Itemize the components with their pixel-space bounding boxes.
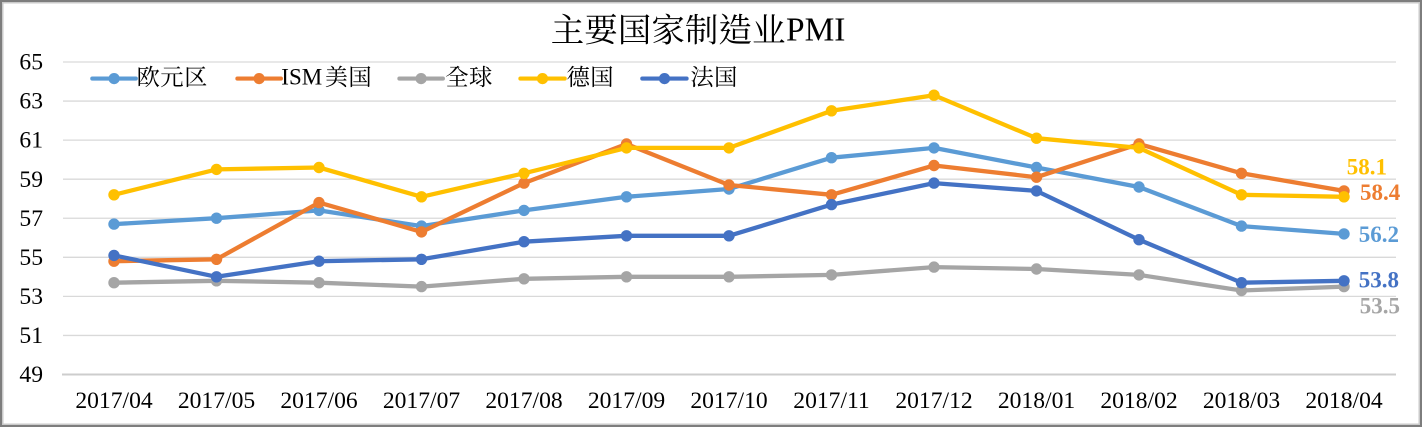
svg-text:63: 63 xyxy=(19,89,43,115)
svg-text:61: 61 xyxy=(19,128,43,154)
svg-text:49: 49 xyxy=(19,362,43,388)
svg-text:53: 53 xyxy=(19,284,43,310)
svg-text:2017/07: 2017/07 xyxy=(383,388,461,414)
svg-text:2018/02: 2018/02 xyxy=(1100,388,1177,414)
svg-text:2017/06: 2017/06 xyxy=(280,388,358,414)
svg-text:2017/04: 2017/04 xyxy=(75,388,153,414)
svg-text:59: 59 xyxy=(19,167,43,193)
svg-text:2017/08: 2017/08 xyxy=(485,388,562,414)
svg-text:58.1: 58.1 xyxy=(1347,155,1387,180)
svg-text:55: 55 xyxy=(19,245,43,271)
svg-text:ISM: ISM xyxy=(281,65,322,90)
svg-text:2018/01: 2018/01 xyxy=(998,388,1075,414)
svg-text:56.2: 56.2 xyxy=(1359,222,1399,247)
svg-text:65: 65 xyxy=(19,50,43,76)
svg-text:51: 51 xyxy=(19,323,43,349)
svg-text:2017/05: 2017/05 xyxy=(178,388,255,414)
svg-text:2017/09: 2017/09 xyxy=(588,388,665,414)
svg-text:53.5: 53.5 xyxy=(1360,293,1400,318)
svg-text:2017/10: 2017/10 xyxy=(690,388,767,414)
svg-text:2017/12: 2017/12 xyxy=(895,388,972,414)
svg-text:2018/03: 2018/03 xyxy=(1203,388,1280,414)
svg-text:58.4: 58.4 xyxy=(1360,180,1401,205)
svg-text:57: 57 xyxy=(19,206,43,232)
svg-text:PMI: PMI xyxy=(786,12,845,49)
svg-text:2018/04: 2018/04 xyxy=(1305,388,1383,414)
svg-text:2017/11: 2017/11 xyxy=(793,388,869,414)
svg-text:53.8: 53.8 xyxy=(1359,268,1399,293)
